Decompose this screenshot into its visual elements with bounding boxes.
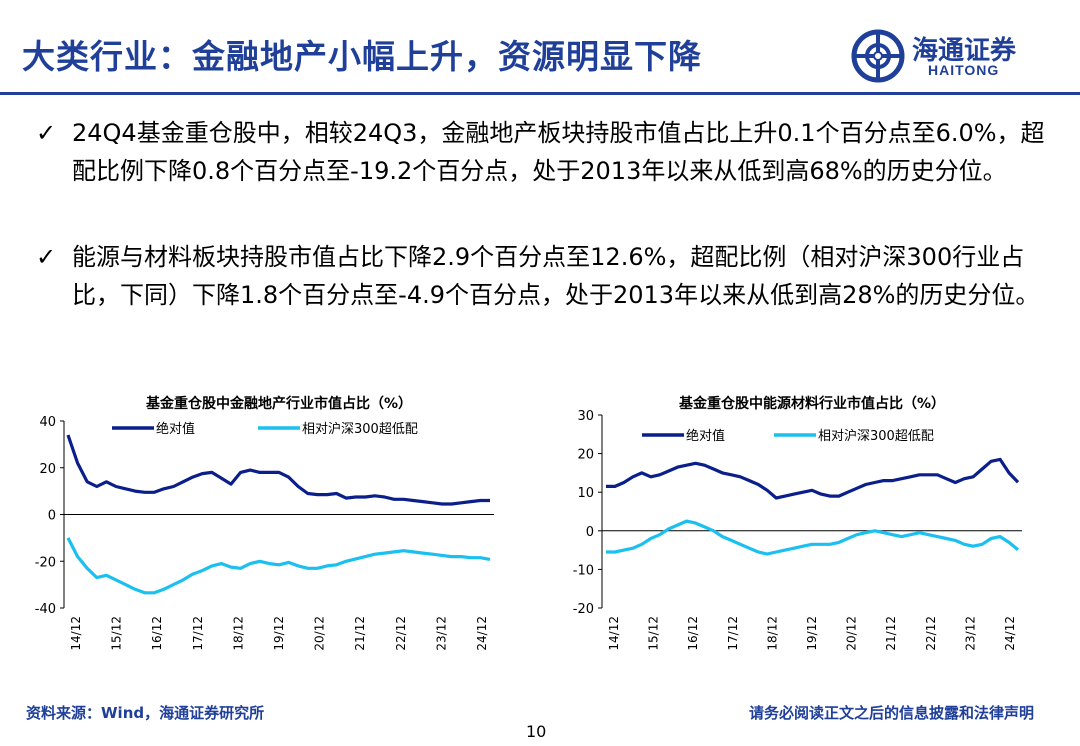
- x-tick-label: 19/12: [805, 616, 819, 651]
- x-tick-label: 23/12: [434, 616, 448, 651]
- legend-label: 相对沪深300超低配: [302, 421, 418, 437]
- y-tick-label: -20: [35, 555, 56, 570]
- logo-text-cn: 海通证券: [912, 36, 1017, 66]
- x-tick-label: 17/12: [726, 616, 740, 651]
- disclaimer-note: 请务必阅读正文之后的信息披露和法律声明: [748, 704, 1034, 722]
- x-tick-label: 16/12: [686, 616, 700, 651]
- series-line-relative: [66, 537, 491, 595]
- logo-text-en: HAITONG: [928, 62, 1000, 78]
- haitong-emblem-icon: [851, 29, 905, 83]
- x-tick-label: 20/12: [845, 616, 859, 651]
- bullet-text: 24Q4基金重仓股中，相较24Q3，金融地产板块持股市值占比上升0.1个百分点至…: [72, 119, 1045, 185]
- y-tick-label: 30: [577, 409, 594, 424]
- x-tick-label: 16/12: [150, 616, 164, 651]
- y-tick-label: 40: [39, 415, 56, 430]
- chart-title: 基金重仓股中金融地产行业市值占比（%）: [146, 395, 412, 412]
- company-logo: 海通证券 HAITONG: [850, 28, 1050, 86]
- header-divider: [0, 92, 1080, 95]
- x-tick-label: 20/12: [313, 616, 327, 651]
- x-tick-label: 24/12: [475, 616, 489, 651]
- x-tick-label: 18/12: [765, 616, 779, 651]
- x-tick-label: 14/12: [607, 616, 621, 651]
- y-tick-label: 0: [586, 525, 594, 540]
- legend-label: 绝对值: [156, 421, 195, 437]
- x-tick-label: 21/12: [353, 616, 367, 651]
- y-tick-label: -20: [573, 602, 594, 617]
- x-tick-label: 21/12: [884, 616, 898, 651]
- x-tick-label: 18/12: [231, 616, 245, 651]
- x-tick-label: 22/12: [394, 616, 408, 651]
- page-number: 10: [526, 722, 547, 741]
- y-tick-label: 0: [48, 509, 56, 524]
- y-tick-label: 20: [39, 462, 56, 477]
- bullet-text: 能源与材料板块持股市值占比下降2.9个百分点至12.6%，超配比例（相对沪深30…: [72, 243, 1040, 309]
- x-tick-label: 22/12: [924, 616, 938, 651]
- chart-title: 基金重仓股中能源材料行业市值占比（%）: [679, 395, 945, 412]
- x-tick-label: 15/12: [110, 616, 124, 651]
- x-tick-label: 19/12: [272, 616, 286, 651]
- x-tick-label: 14/12: [69, 616, 83, 651]
- check-icon: ✓: [36, 119, 57, 147]
- chart-energy-materials: 基金重仓股中能源材料行业市值占比（%） 30 20 10 0 -10 -20 14/12 15/…: [573, 395, 1022, 651]
- x-tick-label: 15/12: [647, 616, 661, 651]
- series-line-relative: [606, 519, 1020, 556]
- check-icon: ✓: [36, 243, 57, 271]
- source-note: 资料来源：Wind，海通证券研究所: [26, 704, 265, 722]
- y-tick-label: 10: [577, 486, 594, 501]
- series-line-absolute: [606, 457, 1020, 500]
- x-tick-label: 24/12: [1003, 616, 1017, 651]
- legend-label: 绝对值: [686, 428, 725, 444]
- chart-financial-real-estate: 基金重仓股中金融地产行业市值占比（%） 40 20 0 -20 -40 14/12 15/12…: [35, 395, 494, 651]
- bullet-item: ✓ 能源与材料板块持股市值占比下降2.9个百分点至12.6%，超配比例（相对沪深…: [36, 238, 1048, 314]
- y-tick-label: 20: [577, 448, 594, 463]
- series-line-absolute: [66, 434, 490, 506]
- x-tick-label: 17/12: [191, 616, 205, 651]
- y-tick-label: -10: [573, 563, 594, 578]
- legend-label: 相对沪深300超低配: [818, 428, 934, 444]
- x-tick-label: 23/12: [963, 616, 977, 651]
- y-tick-label: -40: [35, 602, 56, 617]
- bullet-item: ✓ 24Q4基金重仓股中，相较24Q3，金融地产板块持股市值占比上升0.1个百分…: [36, 114, 1048, 190]
- page-title: 大类行业：金融地产小幅上升，资源明显下降: [22, 37, 702, 76]
